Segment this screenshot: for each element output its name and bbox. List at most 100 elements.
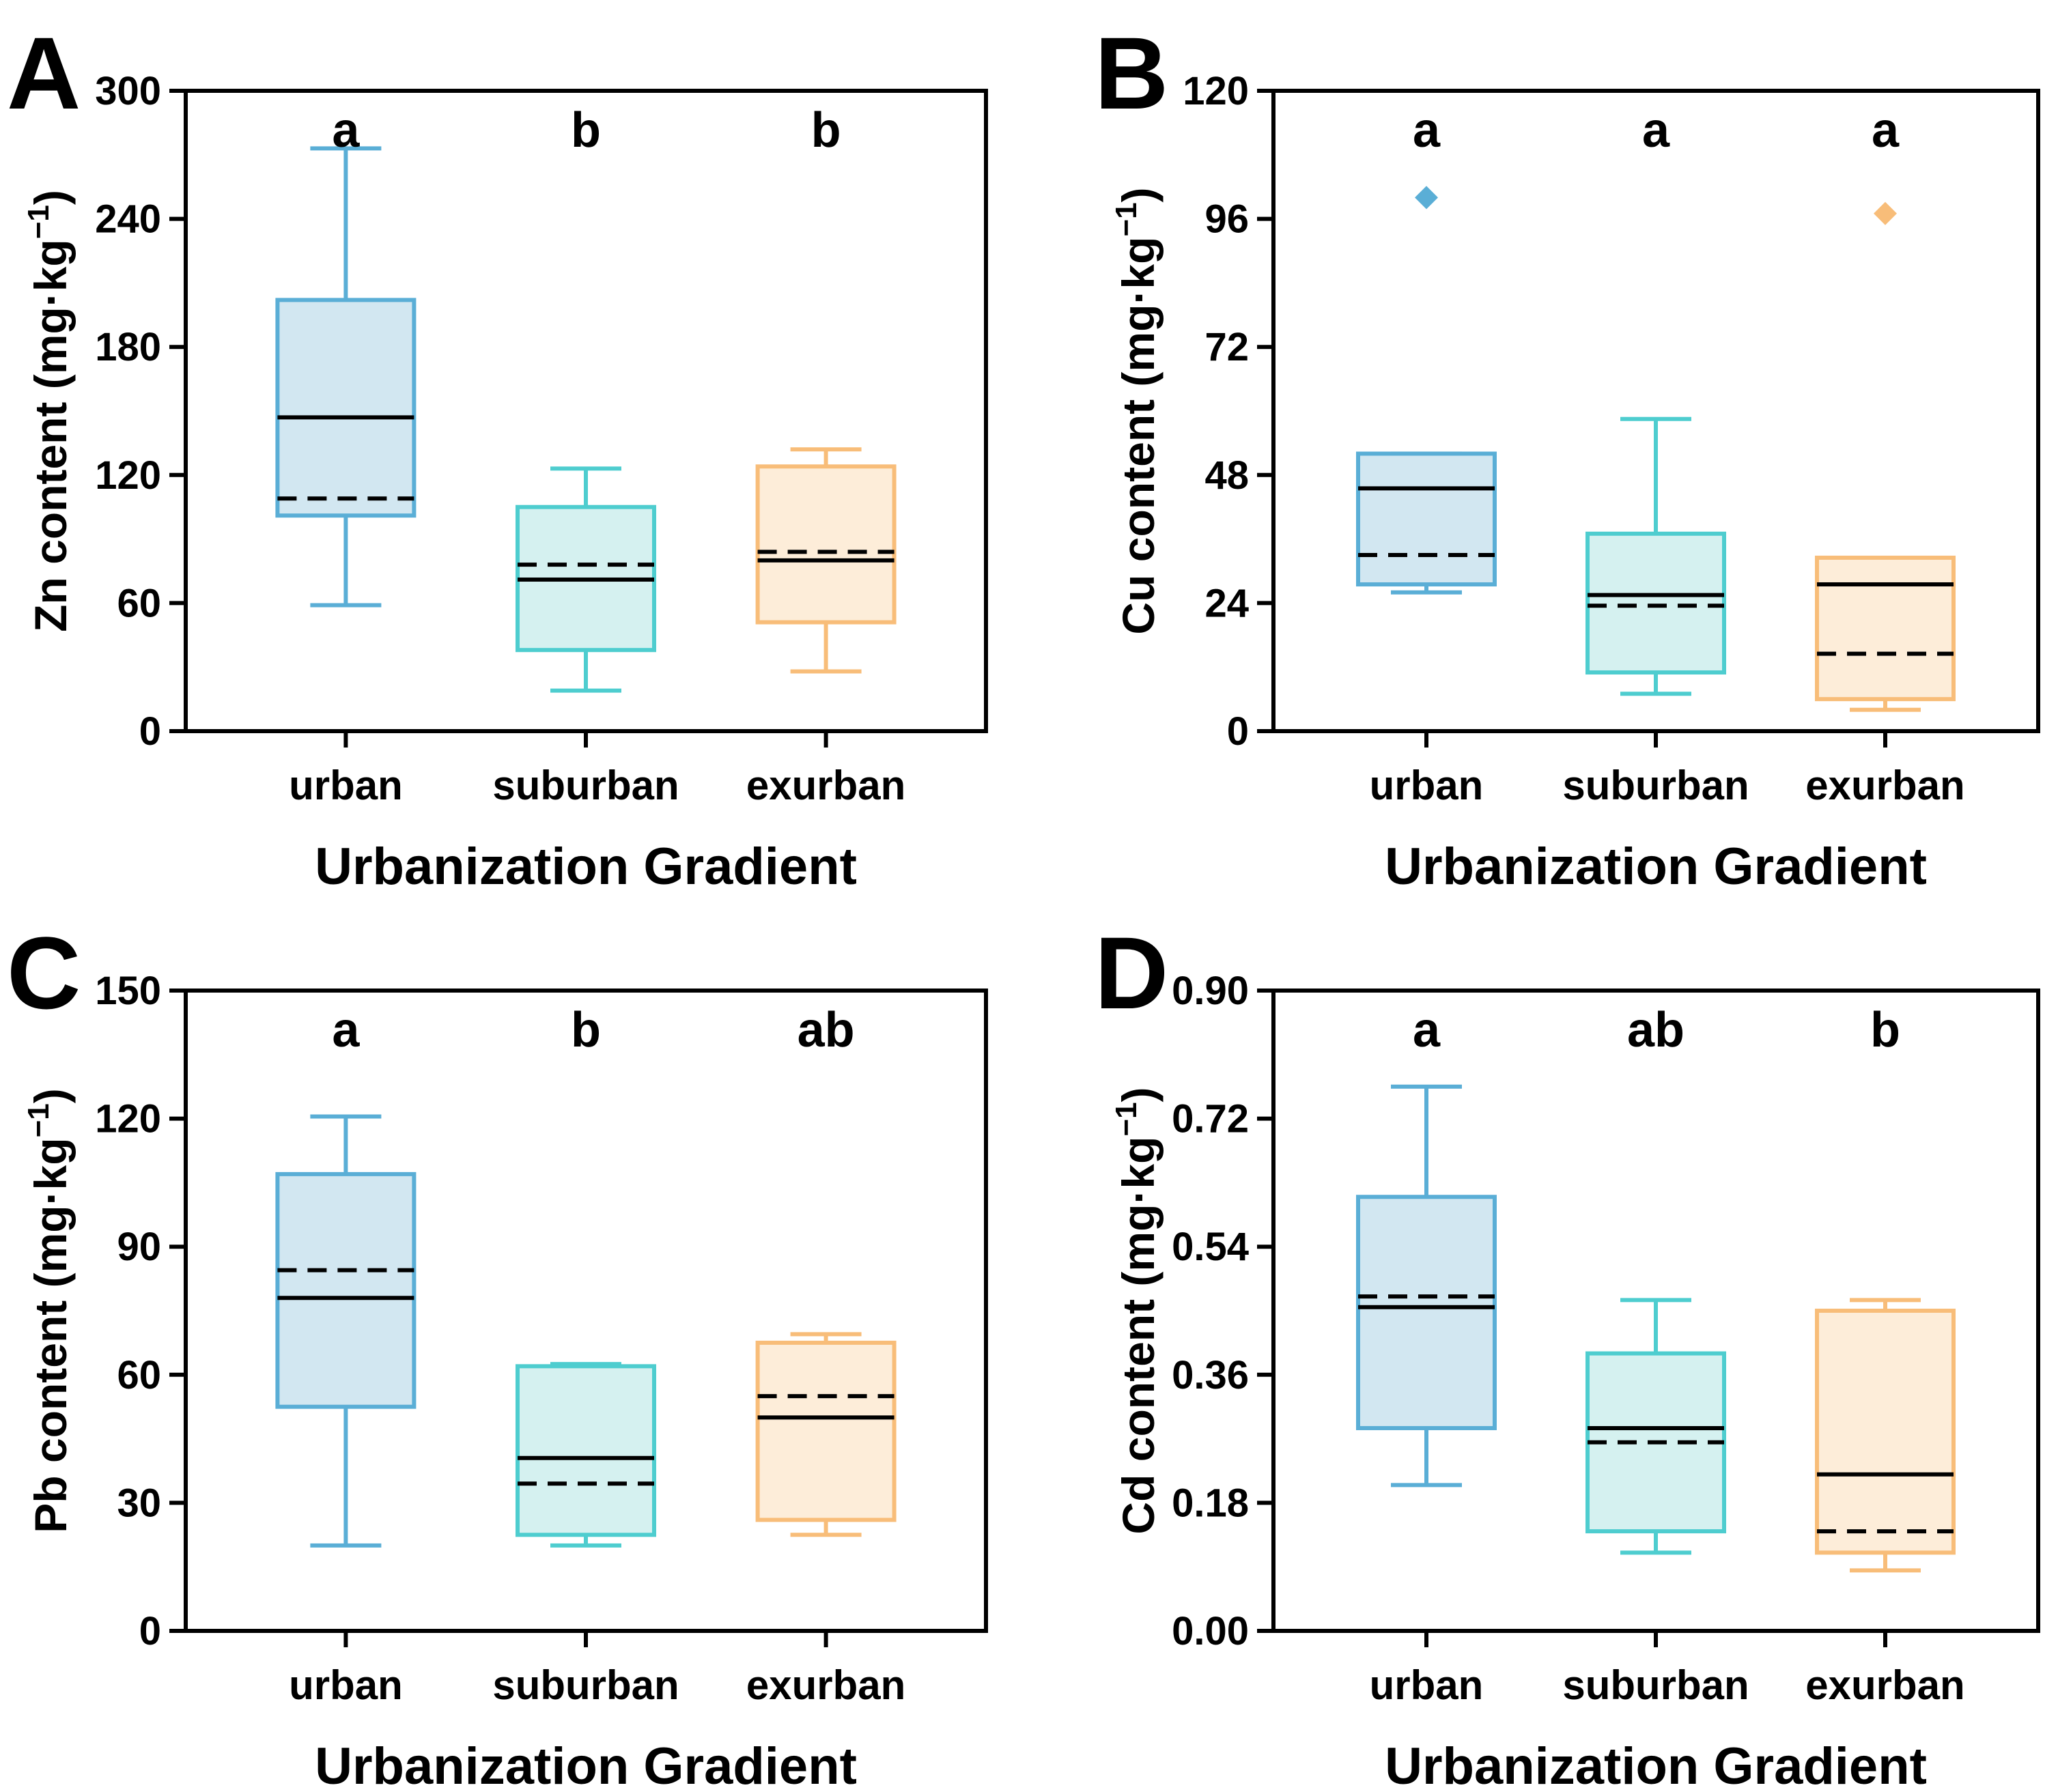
y-tick-label: 0.54 xyxy=(1172,1225,1249,1269)
sig-letter-exurban: b xyxy=(811,103,841,158)
x-axis-title: Urbanization Gradient xyxy=(315,838,857,896)
box-iqr xyxy=(1356,1195,1497,1430)
y-axis-title: Cu content (mg·kg−1) xyxy=(1110,187,1164,634)
y-tick-label: 300 xyxy=(95,69,161,113)
box-iqr xyxy=(1815,1309,1956,1555)
plot-frame xyxy=(1271,89,2040,733)
panel-letter: B xyxy=(1095,16,1168,130)
box-iqr xyxy=(275,1171,417,1409)
y-axis-title: Zn content (mg·kg−1) xyxy=(22,190,76,632)
category-label-urban: urban xyxy=(289,1662,403,1708)
sig-letter-exurban: b xyxy=(1870,1003,1900,1057)
box-suburban xyxy=(516,466,656,693)
x-axis-title: Urbanization Gradient xyxy=(1385,838,1927,896)
y-tick-label: 72 xyxy=(1204,325,1249,369)
panel-c-pb: 0 30 60 90 120 150 urban suburban exurban a b… xyxy=(7,915,988,1792)
category-label-exurban: exurban xyxy=(746,763,905,808)
panel-letter: D xyxy=(1095,915,1168,1030)
box-iqr xyxy=(1356,451,1497,587)
y-tick-label: 120 xyxy=(95,1097,161,1141)
category-label-urban: urban xyxy=(1370,1662,1484,1708)
box-series xyxy=(275,1114,897,1548)
box-series xyxy=(1356,186,1956,712)
y-axis-title-superscript: −1 xyxy=(22,1103,55,1137)
y-tick-label: 60 xyxy=(117,581,161,625)
significance-letters: a ab b xyxy=(1413,1003,1900,1057)
y-tick-label: 0 xyxy=(139,709,161,754)
category-label-urban: urban xyxy=(289,763,403,808)
box-iqr xyxy=(755,1340,897,1522)
sig-letter-exurban: ab xyxy=(798,1003,855,1057)
y-tick-label: 90 xyxy=(117,1225,161,1269)
outlier-point xyxy=(1874,201,1897,225)
sig-letter-urban: a xyxy=(332,103,360,158)
category-labels: urban suburban exurban xyxy=(289,1662,905,1708)
box-suburban xyxy=(1585,1298,1726,1555)
box-iqr xyxy=(516,1364,656,1537)
box-exurban xyxy=(1815,201,1956,712)
panel-letter: A xyxy=(7,16,81,130)
y-tick-label: 120 xyxy=(1183,69,1249,113)
y-tick-label: 60 xyxy=(117,1353,161,1397)
y-tick-label: 30 xyxy=(117,1481,161,1525)
sig-letter-urban: a xyxy=(1413,103,1441,158)
category-label-suburban: suburban xyxy=(1562,763,1749,808)
box-iqr xyxy=(755,464,897,625)
y-tick-label: 48 xyxy=(1204,453,1249,498)
sig-letter-suburban: b xyxy=(571,1003,601,1057)
y-tick-label: 180 xyxy=(95,325,161,369)
box-series xyxy=(1356,1084,1956,1573)
y-ticks: 0 30 60 90 120 150 xyxy=(95,969,828,1653)
category-label-suburban: suburban xyxy=(492,1662,679,1708)
panel-a-zn: 0 60 120 180 240 300 urban suburban exurban a… xyxy=(7,16,988,896)
y-axis-title-close: ) xyxy=(1113,187,1164,202)
y-axis-title: Cd content (mg·kg−1) xyxy=(1110,1087,1164,1534)
y-tick-label: 150 xyxy=(95,969,161,1013)
box-series xyxy=(275,146,897,693)
y-axis-title-main: Cu content (mg·kg xyxy=(1113,237,1164,635)
y-tick-label: 0.36 xyxy=(1172,1353,1249,1397)
category-label-suburban: suburban xyxy=(1562,1662,1749,1708)
y-axis-title-close: ) xyxy=(25,1088,76,1103)
box-urban xyxy=(275,146,417,608)
box-suburban xyxy=(1585,416,1726,696)
category-label-urban: urban xyxy=(1370,763,1484,808)
x-axis-title: Urbanization Gradient xyxy=(315,1737,857,1792)
y-axis-title-main: Pb content (mg·kg xyxy=(25,1137,76,1533)
category-label-exurban: exurban xyxy=(746,1662,905,1708)
y-tick-label: 96 xyxy=(1204,197,1249,242)
plot-frame xyxy=(184,89,988,733)
y-tick-label: 24 xyxy=(1204,581,1249,625)
box-iqr xyxy=(1585,531,1726,675)
significance-letters: a a a xyxy=(1413,103,1900,158)
category-labels: urban suburban exurban xyxy=(1370,763,1965,808)
significance-letters: a b b xyxy=(332,103,841,158)
box-exurban xyxy=(755,447,897,674)
y-axis-title-close: ) xyxy=(25,190,76,205)
panel-b-cu: 0 24 48 72 96 120 urban suburban exurban a a … xyxy=(1095,16,2040,896)
y-axis-title-main: Cd content (mg·kg xyxy=(1113,1137,1164,1535)
category-label-exurban: exurban xyxy=(1805,1662,1964,1708)
significance-letters: a b ab xyxy=(332,1003,854,1057)
category-labels: urban suburban exurban xyxy=(1370,1662,1965,1708)
box-urban xyxy=(275,1114,417,1548)
y-tick-label: 240 xyxy=(95,197,161,242)
panel-letter: C xyxy=(7,915,81,1030)
y-tick-label: 0 xyxy=(139,1609,161,1653)
x-axis-title: Urbanization Gradient xyxy=(1385,1737,1927,1792)
sig-letter-suburban: a xyxy=(1642,103,1670,158)
plot-frame xyxy=(1271,989,2040,1633)
box-iqr xyxy=(275,298,417,518)
box-exurban xyxy=(755,1332,897,1537)
category-label-suburban: suburban xyxy=(492,763,679,808)
box-suburban xyxy=(516,1362,656,1548)
outlier-point xyxy=(1415,186,1438,210)
y-ticks: 0 60 120 180 240 300 xyxy=(95,69,828,754)
sig-letter-suburban: ab xyxy=(1627,1003,1685,1057)
panel-d-cd: 0.00 0.18 0.36 0.54 0.72 0.90 urban suburban … xyxy=(1095,915,2040,1792)
y-ticks: 0.00 0.18 0.36 0.54 0.72 0.90 xyxy=(1172,969,1887,1653)
y-axis-title-superscript: −1 xyxy=(1110,202,1143,236)
sig-letter-urban: a xyxy=(1413,1003,1441,1057)
y-ticks: 0 24 48 72 96 120 xyxy=(1183,69,1887,754)
